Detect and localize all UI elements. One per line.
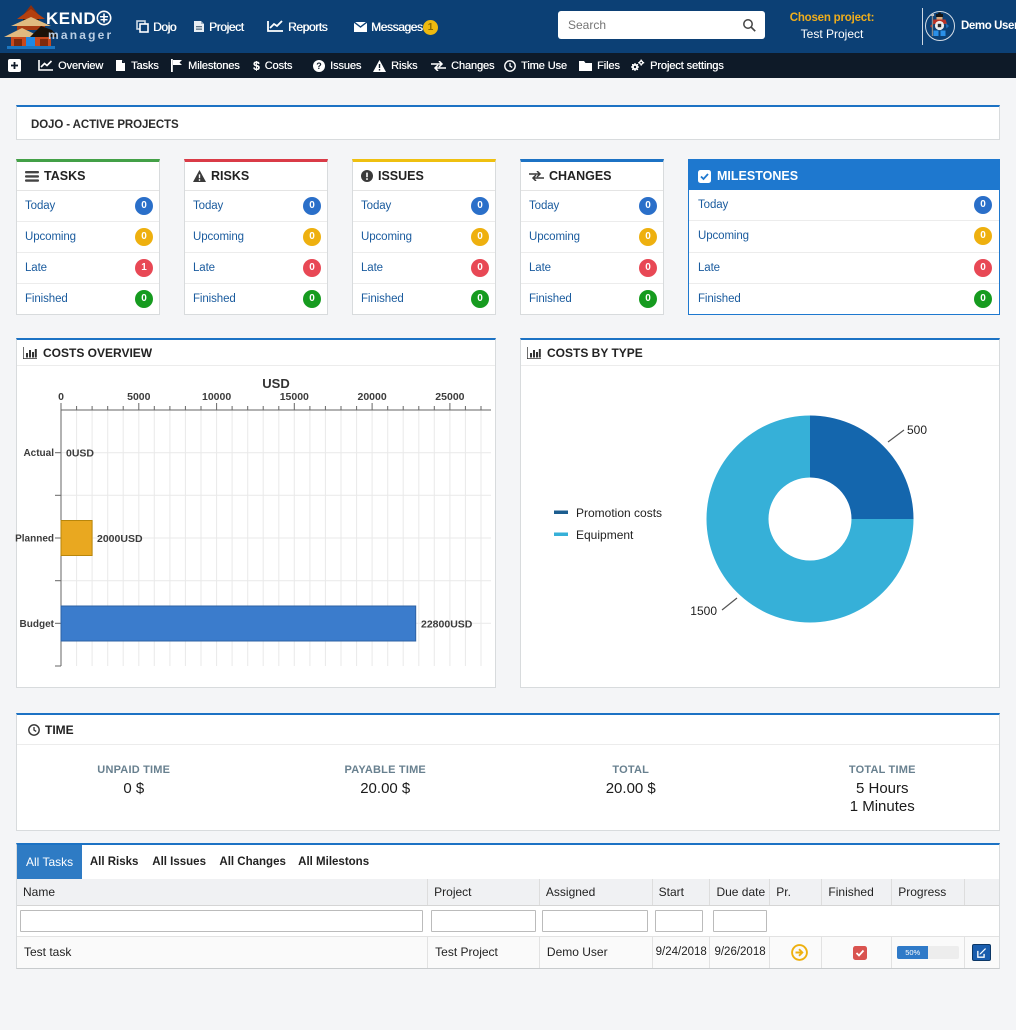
svg-text:10000: 10000 xyxy=(202,391,231,403)
svg-text:20000: 20000 xyxy=(357,391,386,403)
svg-text:25000: 25000 xyxy=(435,391,464,403)
svg-text:1500: 1500 xyxy=(690,604,717,618)
svg-text:Equipment: Equipment xyxy=(576,528,634,542)
svg-text:500: 500 xyxy=(907,423,927,437)
svg-text:Promotion costs: Promotion costs xyxy=(576,506,662,520)
svg-text:?: ? xyxy=(316,61,321,71)
svg-text:0USD: 0USD xyxy=(66,448,94,460)
svg-text:22800USD: 22800USD xyxy=(421,618,473,630)
svg-text:USD: USD xyxy=(262,376,289,391)
svg-text:5000: 5000 xyxy=(127,391,151,403)
svg-text:2000USD: 2000USD xyxy=(97,533,143,545)
svg-text:15000: 15000 xyxy=(280,391,309,403)
svg-text:Planned: Planned xyxy=(15,534,54,545)
svg-text:Actual: Actual xyxy=(23,448,54,459)
svg-text:Budget: Budget xyxy=(20,619,55,630)
svg-text:0: 0 xyxy=(58,391,64,403)
